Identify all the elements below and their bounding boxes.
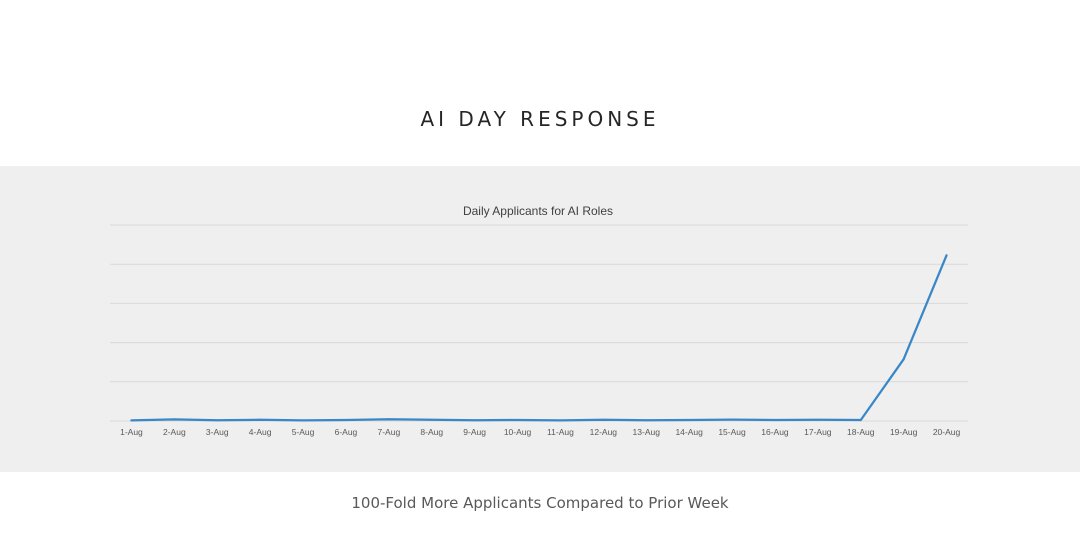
- data-point: [302, 419, 305, 422]
- data-point: [259, 418, 262, 421]
- data-point: [816, 418, 819, 421]
- x-tick-label: 16-Aug: [761, 427, 789, 437]
- data-point: [773, 419, 776, 422]
- x-tick-label: 1-Aug: [120, 427, 143, 437]
- x-tick-label: 15-Aug: [718, 427, 746, 437]
- x-tick-label: 12-Aug: [590, 427, 618, 437]
- x-tick-label: 19-Aug: [890, 427, 918, 437]
- slide-title: AI DAY RESPONSE: [420, 107, 660, 131]
- data-point: [173, 418, 176, 421]
- data-point: [130, 419, 133, 422]
- data-point: [902, 358, 905, 361]
- chart-title: Daily Applicants for AI Roles: [463, 204, 613, 218]
- data-point: [859, 419, 862, 422]
- data-point: [473, 419, 476, 422]
- data-point: [945, 254, 948, 257]
- x-tick-label: 14-Aug: [675, 427, 703, 437]
- x-tick-label: 5-Aug: [292, 427, 315, 437]
- data-point: [387, 418, 390, 421]
- series-line: [130, 254, 948, 422]
- x-tick-label: 9-Aug: [463, 427, 486, 437]
- x-tick-label: 8-Aug: [420, 427, 443, 437]
- x-tick-label: 6-Aug: [335, 427, 358, 437]
- data-point: [344, 419, 347, 422]
- x-tick-label: 2-Aug: [163, 427, 186, 437]
- data-point: [559, 419, 562, 422]
- data-point: [430, 418, 433, 421]
- data-point: [731, 418, 734, 421]
- x-tick-label: 20-Aug: [933, 427, 961, 437]
- x-tick-label: 13-Aug: [633, 427, 661, 437]
- line-chart: Daily Applicants for AI Roles 1-Aug 2-Aug…: [110, 204, 968, 437]
- data-point: [602, 418, 605, 421]
- x-tick-label: 17-Aug: [804, 427, 832, 437]
- data-point: [688, 419, 691, 422]
- data-point: [516, 419, 519, 422]
- x-tick-label: 18-Aug: [847, 427, 875, 437]
- chart-area: Daily Applicants for AI Roles 1-Aug 2-Aug…: [0, 166, 1080, 472]
- series-layer: [130, 254, 948, 422]
- x-axis-labels: 1-Aug 2-Aug 3-Aug 4-Aug 5-Aug 6-Aug 7-Aug 8-Aug…: [120, 427, 960, 437]
- slide-caption: 100-Fold More Applicants Compared to Pri…: [351, 494, 729, 512]
- data-point: [216, 419, 219, 422]
- gridlines: [110, 224, 968, 422]
- x-tick-label: 3-Aug: [206, 427, 229, 437]
- x-tick-label: 10-Aug: [504, 427, 532, 437]
- x-tick-label: 7-Aug: [378, 427, 401, 437]
- x-tick-label: 4-Aug: [249, 427, 272, 437]
- data-point: [645, 419, 648, 422]
- x-tick-label: 11-Aug: [547, 427, 574, 437]
